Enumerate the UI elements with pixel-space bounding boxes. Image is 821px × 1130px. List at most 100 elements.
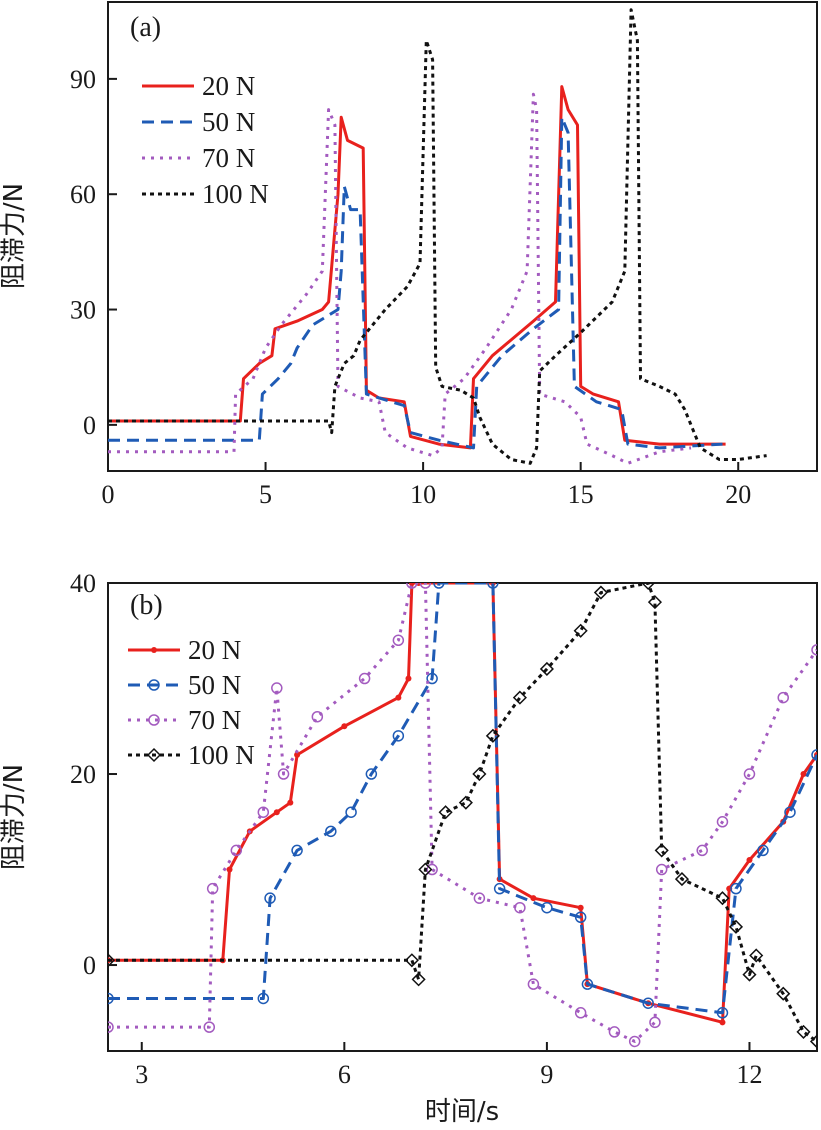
panel-b-series-point (438, 805, 453, 820)
panel-b-series (108, 583, 817, 1049)
panel-b-series-point (294, 751, 301, 758)
panel-b-series-point (647, 595, 663, 610)
panel-a-x-tick-label: 5 (259, 480, 272, 509)
panel-b-series-point (574, 911, 587, 924)
panel-b-series-point (577, 904, 584, 911)
panel-b-series-point (642, 997, 654, 1009)
panel-b-legend-marker-0 (151, 647, 157, 653)
panel-a-x-tick-label: 20 (725, 480, 751, 509)
panel-a-legend-label-2: 70 N (202, 143, 255, 173)
panel-b-series-point (749, 948, 764, 963)
panel-a-label: (a) (130, 12, 161, 43)
panel-b-series-point (419, 583, 432, 589)
panel-b-series-point (811, 749, 817, 761)
panel-a-x-tick-label: 10 (410, 480, 436, 509)
panel-b-series-point (271, 682, 283, 694)
panel-b-series-point (485, 728, 500, 743)
panel-b-series-point (458, 795, 473, 810)
panel-b-series-point (593, 585, 608, 600)
panel-b-series-line-0 (108, 583, 817, 1024)
panel-b-x-tick-label: 12 (736, 1060, 762, 1089)
panel-b-series-point (512, 690, 527, 705)
panel-b-series-point (473, 892, 486, 904)
panel-a-x-tick-label: 0 (102, 480, 115, 509)
panel-b-series-point (746, 856, 753, 863)
panel-b-label: (b) (130, 590, 163, 621)
panel-b-series-point (433, 583, 445, 589)
panel-b-series-point (230, 844, 243, 857)
panel-b-x-tick-label: 6 (338, 1060, 351, 1089)
panel-b-series-point (418, 862, 433, 877)
panel-b: 3 6 9 12 0 20 40 (b) 阻滞力/N 时间/s 20 N 50 N 70 N 10… (0, 569, 818, 1127)
panel-b-y-axis-title: 阻滞力/N (0, 764, 29, 870)
panel-b-series-point (742, 967, 757, 982)
panel-a-series-line-1 (108, 115, 723, 450)
panel-b-series-point (426, 863, 438, 876)
panel-b-series-point (408, 583, 415, 586)
panel-b-series-point (108, 992, 114, 1005)
panel-b-series-point (277, 768, 290, 780)
panel-b-series-point (539, 661, 554, 677)
panel-b-series-point (654, 843, 669, 858)
panel-a-x-tick-label: 15 (568, 480, 594, 509)
panel-a: 0 5 10 15 20 0 30 60 90 (a) 阻滞力/N 20 N 50 N 70 N 10… (0, 1, 818, 509)
panel-b-legend-marker-1 (148, 679, 160, 691)
panel-b-x-tick-label: 9 (540, 1060, 553, 1089)
panel-b-series-point (527, 978, 540, 990)
panel-b-legend: 20 N 50 N 70 N 100 N (128, 635, 255, 770)
panel-b-series-point (257, 992, 270, 1005)
panel-b-series-point (541, 901, 553, 914)
panel-b-legend-label-1: 50 N (188, 670, 241, 700)
panel-b-series-point (655, 863, 668, 876)
panel-b-series-point (514, 901, 526, 914)
panel-b-series-point (406, 583, 418, 589)
panel-b-series-line-3 (108, 583, 817, 1043)
panel-b-series-point (273, 809, 280, 816)
panel-a-series-line-3 (108, 8, 767, 465)
panel-b-series-point (641, 583, 656, 591)
panel-a-series (108, 8, 767, 465)
panel-b-series-point (206, 882, 219, 895)
panel-b-series-point (411, 972, 426, 987)
panel-b-series-point (581, 978, 594, 990)
panel-b-series-point (777, 691, 789, 704)
panel-b-y-tick-label: 40 (70, 569, 96, 598)
panel-b-series-point (426, 672, 438, 685)
panel-b-series-point (719, 1019, 726, 1026)
panel-b-legend-label-2: 70 N (188, 705, 241, 735)
panel-b-series-line-2 (108, 583, 817, 1043)
panel-b-series-point (757, 844, 769, 857)
panel-b-legend-marker-3 (146, 747, 162, 763)
panel-b-series-point (784, 806, 796, 818)
panel-a-y-tick-label: 0 (83, 411, 96, 440)
panel-b-series-point (796, 1024, 811, 1039)
panel-b-y-tick-label: 0 (83, 951, 96, 980)
panel-b-series-point (696, 844, 708, 857)
panel-b-series-point (358, 672, 371, 685)
panel-a-legend-label-1: 50 N (202, 107, 255, 137)
panel-a-legend-label-3: 100 N (202, 179, 269, 209)
panel-b-series-point (493, 882, 506, 895)
panel-a-y-tick-label: 90 (70, 65, 96, 94)
panel-b-series-point (608, 1026, 621, 1038)
panel-a-y-axis-title: 阻滞力/N (0, 183, 29, 289)
panel-b-series-point (257, 806, 270, 818)
panel-b-x-axis-title: 时间/s (425, 1097, 499, 1127)
panel-a-legend-label-0: 20 N (202, 71, 255, 101)
panel-b-legend-label-0: 20 N (188, 635, 241, 665)
panel-b-series-point (311, 710, 324, 723)
panel-b-series-point (264, 892, 276, 904)
panel-b-series-point (811, 644, 817, 656)
panel-b-series-point (649, 1016, 661, 1029)
panel-b-y-tick-label: 20 (70, 760, 96, 789)
panel-a-ticks: 0 5 10 15 20 0 30 60 90 (70, 65, 751, 509)
panel-b-series-point (472, 766, 487, 782)
panel-b-series-point (728, 919, 744, 934)
panel-b-series-line-1 (108, 583, 817, 1015)
panel-b-series-point (776, 986, 791, 1001)
panel-b-series-point (487, 583, 499, 589)
panel-b-ticks: 3 6 9 12 0 20 40 (70, 569, 762, 1089)
panel-b-series-point (405, 675, 412, 682)
panel-a-y-tick-label: 30 (70, 296, 96, 325)
